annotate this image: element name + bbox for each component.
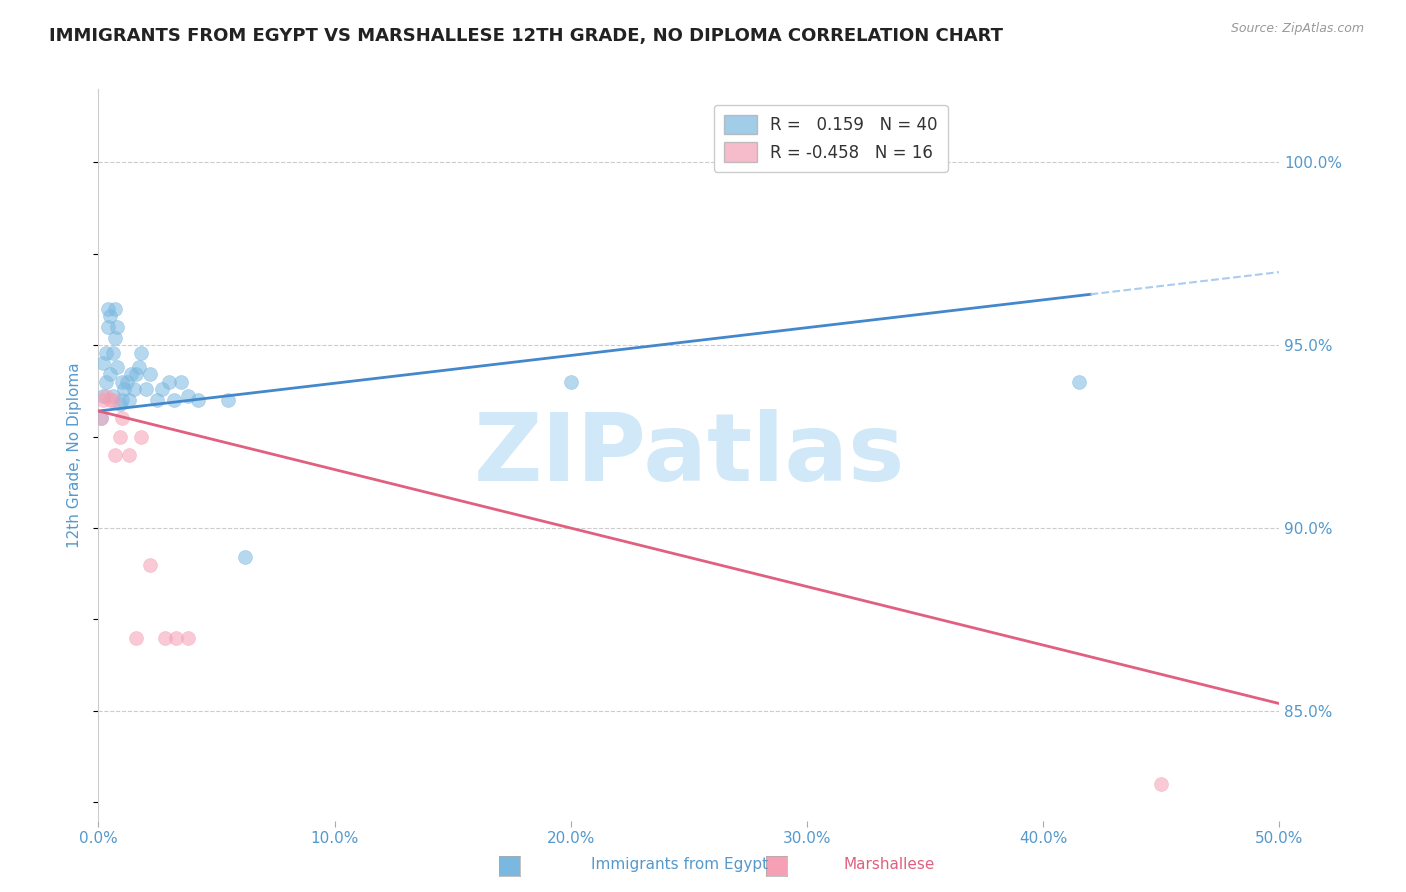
- Point: [97, 301, 120, 316]
- Point: [163, 392, 186, 407]
- Point: [125, 631, 148, 645]
- Point: [135, 382, 157, 396]
- Point: [1067, 375, 1090, 389]
- Point: [94, 375, 117, 389]
- Point: [98, 309, 121, 323]
- Point: [146, 392, 169, 407]
- Point: [111, 375, 134, 389]
- Point: [165, 631, 187, 645]
- Text: Source: ZipAtlas.com: Source: ZipAtlas.com: [1230, 22, 1364, 36]
- Point: [118, 448, 141, 462]
- Point: [187, 392, 209, 407]
- Point: [139, 558, 162, 572]
- Text: IMMIGRANTS FROM EGYPT VS MARSHALLESE 12TH GRADE, NO DIPLOMA CORRELATION CHART: IMMIGRANTS FROM EGYPT VS MARSHALLESE 12T…: [49, 27, 1004, 45]
- Y-axis label: 12th Grade, No Diploma: 12th Grade, No Diploma: [67, 362, 83, 548]
- Point: [111, 392, 134, 407]
- Point: [101, 392, 124, 407]
- Point: [150, 382, 173, 396]
- Point: [129, 429, 152, 443]
- Point: [97, 319, 120, 334]
- Point: [101, 389, 124, 403]
- Text: ZIPatlas: ZIPatlas: [474, 409, 904, 501]
- Point: [725, 148, 748, 162]
- Point: [105, 319, 128, 334]
- Point: [94, 389, 117, 403]
- Point: [112, 382, 135, 396]
- Point: [139, 368, 162, 382]
- Point: [170, 375, 193, 389]
- Point: [560, 375, 582, 389]
- Point: [91, 392, 114, 407]
- Point: [98, 392, 121, 407]
- Point: [90, 411, 112, 425]
- Point: [125, 368, 148, 382]
- Point: [108, 429, 131, 443]
- Text: Immigrants from Egypt: Immigrants from Egypt: [591, 857, 768, 872]
- Point: [118, 392, 141, 407]
- Legend: R =   0.159   N = 40, R = -0.458   N = 16: R = 0.159 N = 40, R = -0.458 N = 16: [714, 105, 948, 171]
- Point: [1150, 777, 1173, 791]
- Point: [177, 631, 200, 645]
- Point: [233, 550, 256, 565]
- Point: [91, 389, 114, 403]
- Point: [153, 631, 176, 645]
- Point: [111, 411, 134, 425]
- Point: [91, 356, 114, 370]
- Point: [122, 382, 145, 396]
- Point: [104, 448, 127, 462]
- Point: [157, 375, 180, 389]
- Point: [121, 368, 143, 382]
- Point: [115, 375, 138, 389]
- Point: [108, 397, 131, 411]
- Point: [104, 301, 127, 316]
- Point: [128, 360, 150, 375]
- Point: [90, 411, 112, 425]
- Point: [217, 392, 239, 407]
- Point: [104, 331, 127, 345]
- Point: [101, 345, 124, 359]
- Point: [129, 345, 152, 359]
- Point: [98, 368, 121, 382]
- Point: [94, 345, 117, 359]
- Text: Marshallese: Marshallese: [844, 857, 935, 872]
- Point: [177, 389, 200, 403]
- Point: [105, 360, 128, 375]
